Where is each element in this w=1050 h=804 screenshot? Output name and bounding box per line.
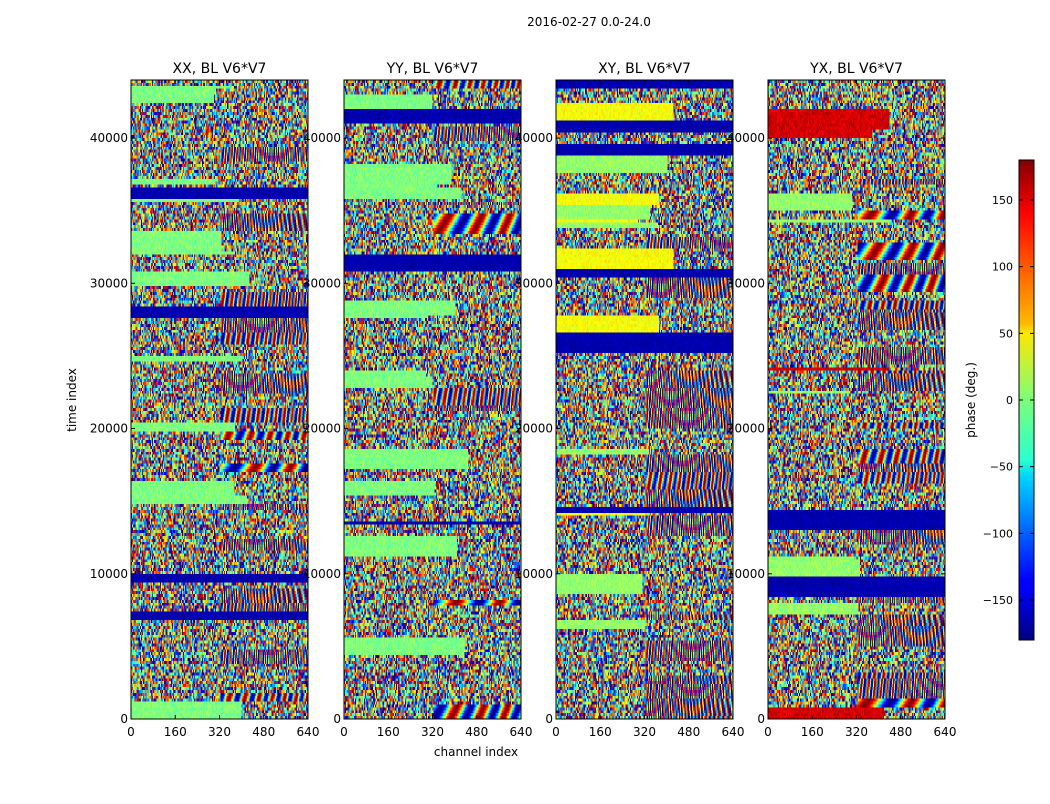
y-tick-label: 40000 <box>303 131 341 145</box>
x-tick-label: 480 <box>465 725 488 739</box>
y-tick-label: 0 <box>545 712 553 726</box>
colorbar-tick-label: −100 <box>983 527 1013 540</box>
y-tick-label: 20000 <box>90 422 128 436</box>
y-tick-label: 0 <box>757 712 765 726</box>
y-tick-label: 10000 <box>727 567 765 581</box>
y-tick-label: 20000 <box>303 422 341 436</box>
x-axis-label: channel index <box>434 745 518 759</box>
x-tick-label: 160 <box>377 725 400 739</box>
colorbar-label: phase (deg.) <box>964 362 978 438</box>
panels: XX, BL V6*V7 0 160 320 480 640 0 10000 20000 3000… <box>90 61 957 739</box>
panel-title: YX, BL V6*V7 <box>809 61 903 77</box>
x-tick-label: 320 <box>421 725 444 739</box>
y-tick-label: 0 <box>333 712 341 726</box>
x-tick-label: 480 <box>889 725 912 739</box>
y-tick-label: 20000 <box>515 422 553 436</box>
x-tick-label: 640 <box>722 725 745 739</box>
panel-heatmap <box>131 80 308 719</box>
heatmap-image <box>131 80 308 719</box>
panel-heatmap <box>768 80 945 719</box>
colorbar-tick-label: 0 <box>1006 394 1013 407</box>
y-tick-label: 20000 <box>727 422 765 436</box>
colorbar-ticks: 150 100 50 0 −50 −100 −150 <box>983 194 1034 607</box>
y-tick-label: 10000 <box>90 567 128 581</box>
colorbar: 150 100 50 0 −50 −100 −150 phase (deg.) <box>964 159 1035 641</box>
x-tick-label: 320 <box>845 725 868 739</box>
x-tick-label: 0 <box>552 725 560 739</box>
figure-title: 2016-02-27 0.0-24.0 <box>527 15 651 29</box>
x-tick-label: 480 <box>252 725 275 739</box>
y-tick-label: 30000 <box>90 276 128 290</box>
panel-4: YX, BL V6*V7 0 160 320 480 640 0 10000 20000 3000… <box>727 61 957 739</box>
heatmap-image <box>768 80 945 719</box>
colorbar-tick-label: −50 <box>990 461 1013 474</box>
x-tick-label: 320 <box>208 725 231 739</box>
panel-title: YY, BL V6*V7 <box>386 61 479 77</box>
panel-1: XX, BL V6*V7 0 160 320 480 640 0 10000 20000 3000… <box>90 61 320 739</box>
y-tick-label: 30000 <box>727 276 765 290</box>
y-tick-label: 10000 <box>515 567 553 581</box>
colorbar-tick-label: 100 <box>992 261 1013 274</box>
x-tick-label: 480 <box>677 725 700 739</box>
x-tick-label: 160 <box>801 725 824 739</box>
panel-2: YY, BL V6*V7 0 160 320 480 640 0 10000 20000 3000… <box>303 61 533 739</box>
panel-title: XY, BL V6*V7 <box>598 61 691 77</box>
heatmap-image <box>556 80 733 719</box>
x-tick-label: 0 <box>127 725 135 739</box>
y-tick-label: 40000 <box>515 131 553 145</box>
y-tick-label: 30000 <box>303 276 341 290</box>
heatmap-image <box>344 80 521 719</box>
x-tick-label: 0 <box>764 725 772 739</box>
x-tick-label: 640 <box>934 725 957 739</box>
x-tick-label: 640 <box>510 725 533 739</box>
colorbar-tick-label: 50 <box>999 327 1013 340</box>
y-tick-label: 10000 <box>303 567 341 581</box>
panel-3: XY, BL V6*V7 0 160 320 480 640 0 10000 20000 3000… <box>515 61 745 739</box>
y-tick-label: 0 <box>120 712 128 726</box>
colorbar-tick-label: −150 <box>983 594 1013 607</box>
panel-title: XX, BL V6*V7 <box>173 61 267 77</box>
y-tick-label: 40000 <box>90 131 128 145</box>
panel-heatmap <box>344 80 521 719</box>
x-tick-label: 0 <box>340 725 348 739</box>
x-tick-label: 320 <box>633 725 656 739</box>
y-tick-label: 40000 <box>727 131 765 145</box>
x-tick-label: 160 <box>589 725 612 739</box>
y-tick-label: 30000 <box>515 276 553 290</box>
x-tick-label: 640 <box>297 725 320 739</box>
x-tick-label: 160 <box>164 725 187 739</box>
panel-heatmap <box>556 80 733 719</box>
y-axis-label: time index <box>65 368 79 432</box>
colorbar-tick-label: 150 <box>992 194 1013 207</box>
